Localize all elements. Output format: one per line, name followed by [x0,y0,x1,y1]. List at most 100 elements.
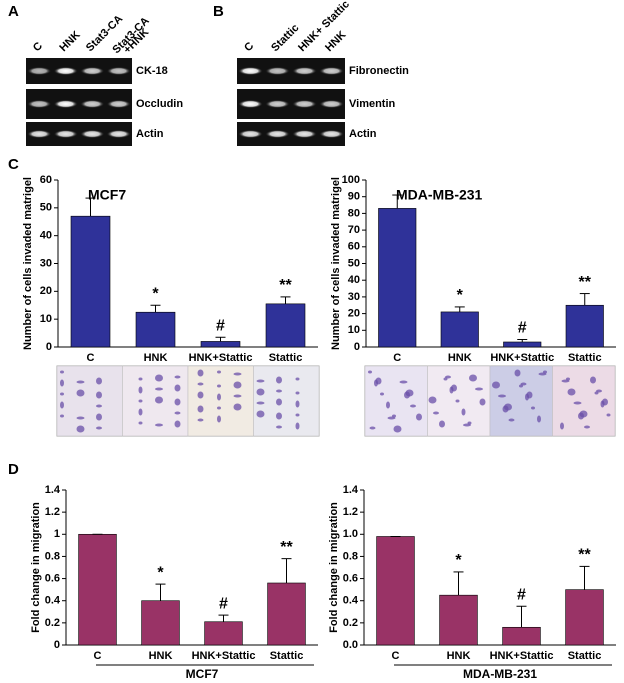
significance-label: ** [279,277,292,294]
cell [96,391,102,399]
y-tick-label: 10 [348,324,360,336]
band [106,67,131,75]
error-bar [150,304,161,313]
cell [386,401,390,409]
cell [602,398,608,406]
band [292,100,317,108]
y-tick-label: 70 [348,224,360,236]
cell [405,389,414,397]
band [238,67,263,75]
cell [399,380,408,384]
cell [368,370,372,374]
band [292,67,317,75]
x-tick-label: C [94,650,102,662]
cell [76,425,85,433]
band [292,130,317,138]
y-tick-label: 1 [54,528,60,540]
x-tick-label: Stattic [568,650,602,662]
band [27,130,52,138]
bar [565,589,604,646]
lane-label: HNK [323,29,348,54]
bar [135,311,176,348]
y-axis-label: Number of cells invaded matrigel [330,177,342,350]
cell [508,418,515,422]
band [319,130,344,138]
band [53,130,78,138]
cell [256,401,265,405]
bar [502,626,541,646]
band [238,130,263,138]
y-axis-label: Fold change in migration [30,502,42,633]
cell [526,391,533,399]
cell [479,398,486,406]
significance-label: * [455,552,462,569]
cell [155,374,163,382]
lane-label: HNK [57,29,82,54]
lane-label: C [242,40,256,54]
cell [76,380,85,384]
band-label: Actin [136,128,164,140]
cell [76,416,85,420]
band-label: Occludin [136,98,183,110]
cell [467,421,472,425]
cell [60,401,64,409]
error-bar [281,558,292,583]
cell [566,377,570,381]
y-tick-label: 0.2 [45,617,60,629]
x-tick-label: Stattic [568,352,602,364]
cell [537,415,541,423]
cell [520,382,527,386]
y-tick-label: 60 [348,241,360,253]
cell [276,398,282,406]
cell [295,413,300,417]
bar [70,215,111,348]
y-tick-label: 30 [40,257,52,269]
significance-label: # [518,320,527,337]
band [238,100,263,108]
y-tick-label: 0 [54,639,60,651]
cell [596,389,602,393]
y-tick-label: 0.4 [45,595,61,607]
cell [155,387,163,391]
bar [78,533,117,646]
band [53,100,78,108]
cell [584,425,590,429]
cell [439,420,445,428]
y-tick-label: 0 [354,341,360,353]
x-tick-label: HNK+Stattic [189,352,253,364]
band-label: Actin [349,128,377,140]
cell [217,415,221,423]
bar [267,582,306,646]
y-axis-label: Fold change in migration [328,502,340,633]
cell [138,386,143,394]
y-tick-label: 1.4 [45,484,61,496]
cell [174,420,181,428]
error-bar [392,194,403,209]
band [80,100,105,108]
cell [76,389,85,397]
cell [567,388,576,396]
cell [461,408,466,416]
error-bar [85,197,96,217]
x-axis-label: MDA-MB-231 [463,667,537,681]
y-tick-label: 40 [40,230,52,242]
band [319,100,344,108]
cell [138,408,143,416]
bar [141,600,180,646]
lane-label: C [31,40,45,54]
error-bar [579,293,590,306]
significance-label: * [157,564,164,581]
x-axis-label: MCF7 [186,667,219,681]
micrograph [364,365,428,437]
band [80,130,105,138]
band [27,67,52,75]
y-tick-label: 40 [348,274,360,286]
chart-title: MCF7 [88,187,126,203]
cell [579,410,588,418]
cell [455,399,460,403]
band-label: CK-18 [136,65,168,77]
cell [60,370,64,374]
cell [174,411,181,415]
y-axis-label: Number of cells invaded matrigel [22,177,34,350]
